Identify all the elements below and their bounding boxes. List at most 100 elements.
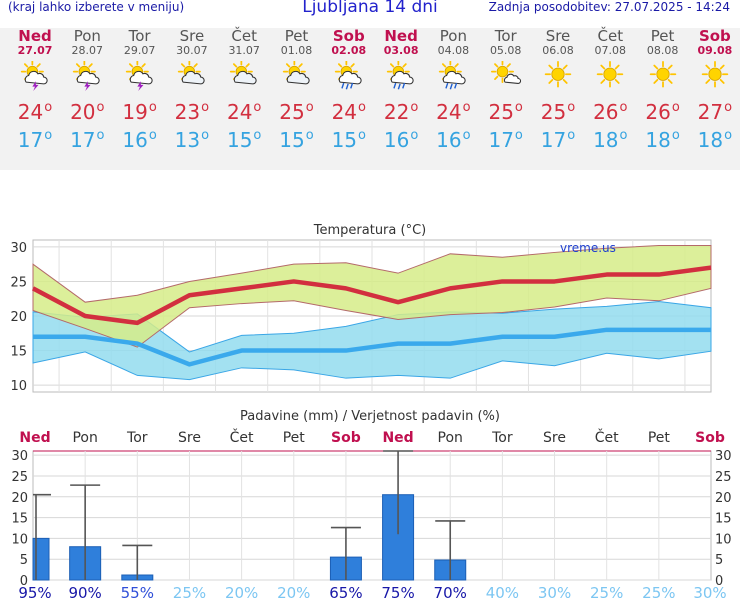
max-temperature: 22o xyxy=(383,100,419,124)
min-temperature: 13o xyxy=(174,128,210,152)
forecast-day: Pet 08.08 26o 18o xyxy=(638,27,688,153)
precipitation-tick-label-right: 25 xyxy=(715,470,732,485)
sun-cloud-lightning-icon xyxy=(73,61,100,91)
day-date: 27.07 xyxy=(17,44,53,57)
precipitation-tick-label-left: 0 xyxy=(20,574,28,589)
precipitation-day-label: Ned xyxy=(382,430,413,446)
precipitation-probability: 25% xyxy=(173,584,206,600)
precipitation-day-label: Tor xyxy=(491,430,513,446)
precipitation-tick-label-right: 10 xyxy=(715,532,732,547)
precipitation-probability: 30% xyxy=(693,584,726,600)
min-temperature: 17o xyxy=(540,128,576,152)
day-name: Ned xyxy=(18,27,52,45)
sun-icon xyxy=(597,61,624,88)
precipitation-probability: 25% xyxy=(590,584,623,600)
max-temperature: 24o xyxy=(331,100,366,124)
precipitation-tick-label-right: 0 xyxy=(715,574,723,589)
max-temperature-line xyxy=(31,265,712,326)
min-temperature: 16o xyxy=(383,128,419,152)
precipitation-tick-label-left: 25 xyxy=(11,470,28,485)
day-date: 31.07 xyxy=(228,44,260,57)
precipitation-tick-label-right: 30 xyxy=(715,449,732,464)
min-temperature: 15o xyxy=(279,128,314,152)
precipitation-day-label: Sre xyxy=(178,430,201,446)
max-temperature: 19o xyxy=(122,100,157,124)
sun-cloud-icon xyxy=(282,61,310,85)
forecast-day: Ned 27.07 24o 17o xyxy=(10,27,60,153)
precipitation-probability: 55% xyxy=(121,584,154,600)
min-temperature-line xyxy=(33,327,711,367)
precipitation-probability: 70% xyxy=(434,584,467,600)
precipitation-tick-label-right: 20 xyxy=(715,491,732,506)
precipitation-probability: 25% xyxy=(642,584,675,600)
precipitation-tick-label-right: 5 xyxy=(715,553,723,568)
max-temperature: 26o xyxy=(645,100,680,124)
forecast-day: Sre 06.08 25o 17o xyxy=(533,28,583,153)
max-temperature: 23o xyxy=(174,100,210,124)
day-date: 29.07 xyxy=(123,44,156,57)
forecast-day: Pet 01.08 25o 15o xyxy=(272,27,322,153)
max-temperature: 24o xyxy=(17,100,53,124)
precipitation-day-label: Sob xyxy=(331,430,361,446)
sun-cloud-icon xyxy=(230,61,257,85)
day-date: 30.07 xyxy=(176,44,208,57)
temperature-tick-label: 20 xyxy=(10,310,27,325)
sun-cloud-rain-icon xyxy=(386,61,414,90)
day-date: 08.08 xyxy=(646,44,679,57)
precipitation-probability: 20% xyxy=(277,584,310,600)
min-temperature: 15o xyxy=(226,128,262,152)
day-date: 09.08 xyxy=(697,44,733,57)
precipitation-day-label: Sre xyxy=(543,430,566,446)
forecast-strip: Ned 27.07 24o 17o Pon 28.07 20o 17o Tor 29.07 19o 1… xyxy=(0,28,740,170)
precipitation-tick-label-left: 5 xyxy=(20,553,28,568)
day-date: 04.08 xyxy=(437,44,470,57)
day-date: 03.08 xyxy=(383,44,419,57)
day-name: Čet xyxy=(597,27,624,45)
max-temperature: 25o xyxy=(488,100,523,124)
temperature-tick-label: 25 xyxy=(10,275,27,290)
sun-cloud-icon xyxy=(177,61,205,85)
day-date: 02.08 xyxy=(331,44,367,57)
precipitation-probability: 95% xyxy=(18,584,51,600)
min-temperature: 18o xyxy=(593,128,628,152)
forecast-day: Čet 31.07 24o 15o xyxy=(219,28,269,153)
temperature-tick-label: 10 xyxy=(10,379,27,394)
precipitation-day-label: Pon xyxy=(438,430,463,446)
max-temperature: 26o xyxy=(593,100,628,124)
min-temperature: 17o xyxy=(70,128,105,152)
min-temperature: 16o xyxy=(122,128,157,152)
max-temperature: 25o xyxy=(279,100,314,124)
sun-cloud-rain-icon xyxy=(439,61,466,90)
precipitation-day-label: Pet xyxy=(648,430,671,446)
max-temperature: 20o xyxy=(70,100,105,124)
forecast-day: Ned 03.08 22o 16o xyxy=(376,28,426,153)
forecast-day: Pon 28.07 20o 17o xyxy=(62,27,112,153)
day-date: 06.08 xyxy=(542,44,574,57)
day-name: Pet xyxy=(284,27,309,45)
temperature-title: Temperatura (°C) xyxy=(313,223,426,238)
max-temperature: 27o xyxy=(697,100,733,124)
max-temperature: 25o xyxy=(540,100,576,124)
day-date: 01.08 xyxy=(280,44,313,57)
day-name: Pon xyxy=(73,27,101,45)
min-temperature: 18o xyxy=(645,128,680,152)
precipitation-day-label: Pet xyxy=(283,430,306,446)
last-update: Zadnja posodobitev: 27.07.2025 - 14:24 xyxy=(488,0,730,14)
day-name: Sre xyxy=(179,27,205,45)
page-title: Ljubljana 14 dni xyxy=(302,0,438,17)
forecast-day: Sre 30.07 23o 13o xyxy=(167,27,217,153)
day-date: 28.07 xyxy=(71,44,104,57)
day-date: 05.08 xyxy=(489,44,522,57)
sun-icon xyxy=(701,61,729,88)
precipitation-probability: 30% xyxy=(538,584,571,600)
day-date: 07.08 xyxy=(594,44,627,57)
forecast-day: Pon 04.08 24o 16o xyxy=(428,28,478,153)
day-name: Pet xyxy=(650,27,675,45)
precipitation-day-label: Čet xyxy=(230,428,254,446)
forecast-day: Tor 05.08 25o 17o xyxy=(481,28,531,153)
precipitation-tick-label-right: 15 xyxy=(715,512,732,527)
min-temperature: 16o xyxy=(436,128,471,152)
forecast-day: Tor 29.07 19o 16o xyxy=(115,28,165,153)
min-temperature: 15o xyxy=(331,128,366,152)
